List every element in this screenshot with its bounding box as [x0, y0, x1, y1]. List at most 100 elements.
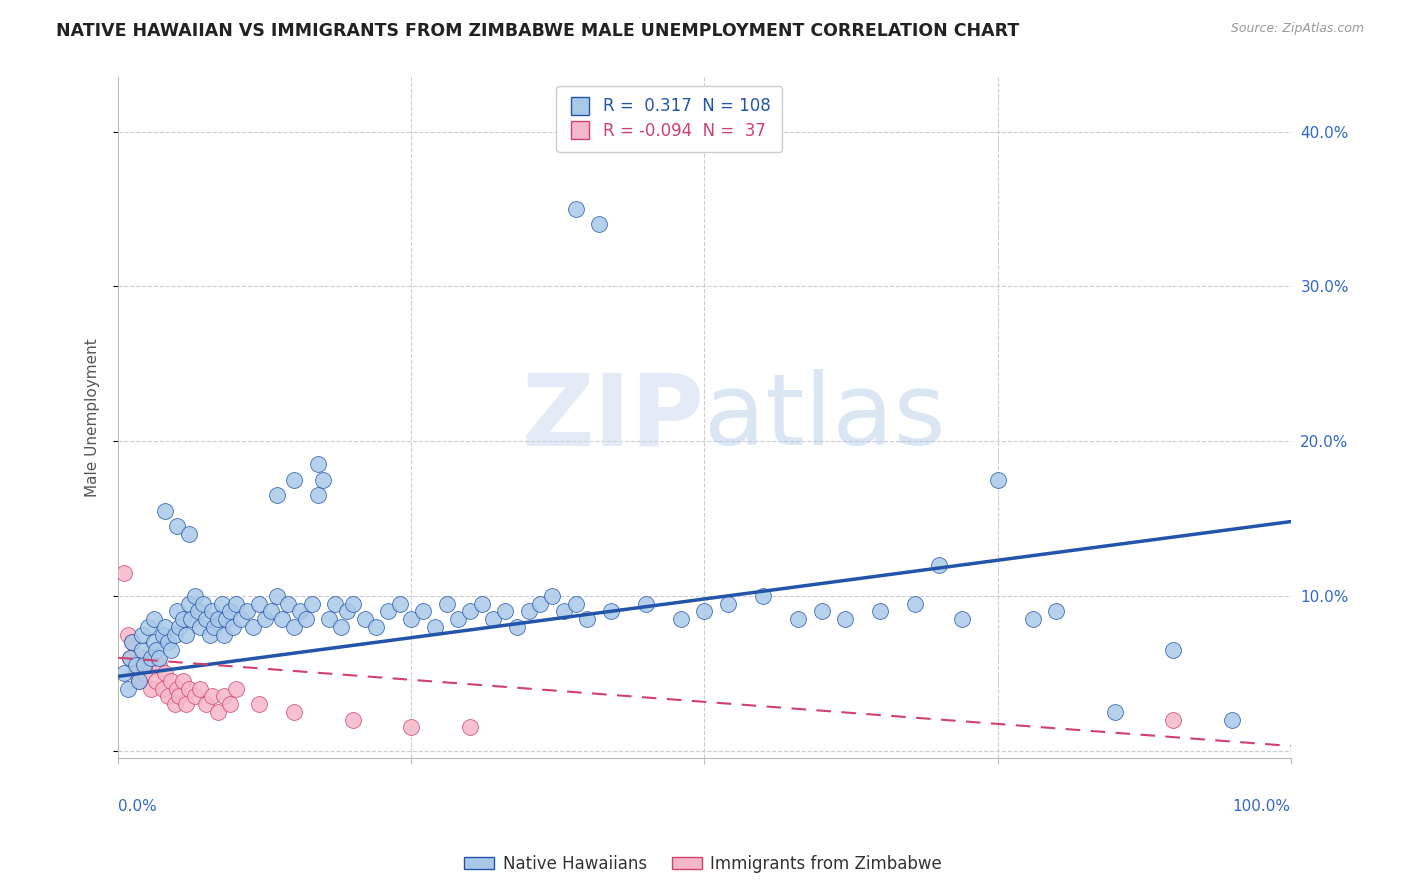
Point: [564, 597, 586, 611]
Point: [191, 597, 214, 611]
Point: [155, 666, 177, 681]
Point: [169, 620, 191, 634]
Point: [142, 650, 165, 665]
Point: [145, 673, 167, 688]
Point: [260, 604, 283, 618]
Point: [517, 604, 540, 618]
Point: [222, 620, 245, 634]
Point: [128, 673, 150, 688]
Point: [231, 612, 253, 626]
Point: [458, 604, 481, 618]
Point: [134, 658, 156, 673]
Point: [342, 597, 364, 611]
Point: [529, 597, 551, 611]
Point: [172, 673, 194, 688]
Point: [869, 604, 891, 618]
Point: [307, 458, 329, 472]
Point: [482, 612, 505, 626]
Point: [134, 666, 156, 681]
Point: [128, 673, 150, 688]
Point: [120, 650, 142, 665]
Point: [247, 597, 270, 611]
Point: [212, 690, 235, 704]
Point: [166, 604, 188, 618]
Point: [198, 627, 221, 641]
Point: [377, 604, 399, 618]
Point: [1021, 612, 1043, 626]
Point: [163, 697, 186, 711]
Point: [330, 620, 353, 634]
Point: [166, 681, 188, 696]
Point: [225, 681, 247, 696]
Point: [160, 673, 183, 688]
Point: [564, 202, 586, 216]
Point: [207, 705, 229, 719]
Legend: R =  0.317  N = 108, R = -0.094  N =  37: R = 0.317 N = 108, R = -0.094 N = 37: [557, 86, 782, 152]
Point: [295, 612, 318, 626]
Point: [204, 620, 226, 634]
Point: [447, 612, 470, 626]
Point: [1220, 713, 1243, 727]
Legend: Native Hawaiians, Immigrants from Zimbabwe: Native Hawaiians, Immigrants from Zimbab…: [457, 848, 949, 880]
Point: [183, 589, 205, 603]
Point: [155, 504, 177, 518]
Point: [253, 612, 276, 626]
Point: [1163, 713, 1185, 727]
Point: [283, 473, 305, 487]
Point: [225, 597, 247, 611]
Point: [312, 473, 335, 487]
Point: [177, 597, 200, 611]
Point: [717, 597, 740, 611]
Text: 100.0%: 100.0%: [1233, 799, 1291, 814]
Point: [436, 597, 458, 611]
Point: [156, 635, 179, 649]
Point: [301, 597, 323, 611]
Point: [201, 604, 224, 618]
Point: [342, 713, 364, 727]
Point: [120, 650, 142, 665]
Point: [148, 650, 170, 665]
Point: [176, 697, 198, 711]
Point: [471, 597, 494, 611]
Point: [599, 604, 621, 618]
Point: [141, 681, 163, 696]
Point: [142, 635, 165, 649]
Point: [152, 681, 174, 696]
Point: [211, 597, 233, 611]
Point: [190, 620, 212, 634]
Point: [242, 620, 264, 634]
Point: [180, 612, 202, 626]
Point: [986, 473, 1008, 487]
Point: [752, 589, 775, 603]
Point: [152, 627, 174, 641]
Point: [112, 666, 135, 681]
Point: [195, 612, 218, 626]
Point: [506, 620, 529, 634]
Point: [277, 597, 299, 611]
Point: [201, 690, 224, 704]
Point: [121, 635, 143, 649]
Point: [553, 604, 575, 618]
Point: [1104, 705, 1126, 719]
Point: [176, 627, 198, 641]
Point: [117, 681, 139, 696]
Point: [187, 604, 209, 618]
Point: [366, 620, 388, 634]
Point: [169, 690, 191, 704]
Point: [212, 627, 235, 641]
Point: [131, 643, 153, 657]
Point: [1163, 643, 1185, 657]
Point: [271, 612, 294, 626]
Point: [388, 597, 411, 611]
Point: [401, 612, 423, 626]
Point: [236, 604, 259, 618]
Point: [215, 612, 238, 626]
Point: [136, 620, 159, 634]
Point: [834, 612, 856, 626]
Point: [195, 697, 218, 711]
Point: [904, 597, 927, 611]
Point: [401, 720, 423, 734]
Point: [125, 658, 148, 673]
Point: [283, 705, 305, 719]
Point: [177, 681, 200, 696]
